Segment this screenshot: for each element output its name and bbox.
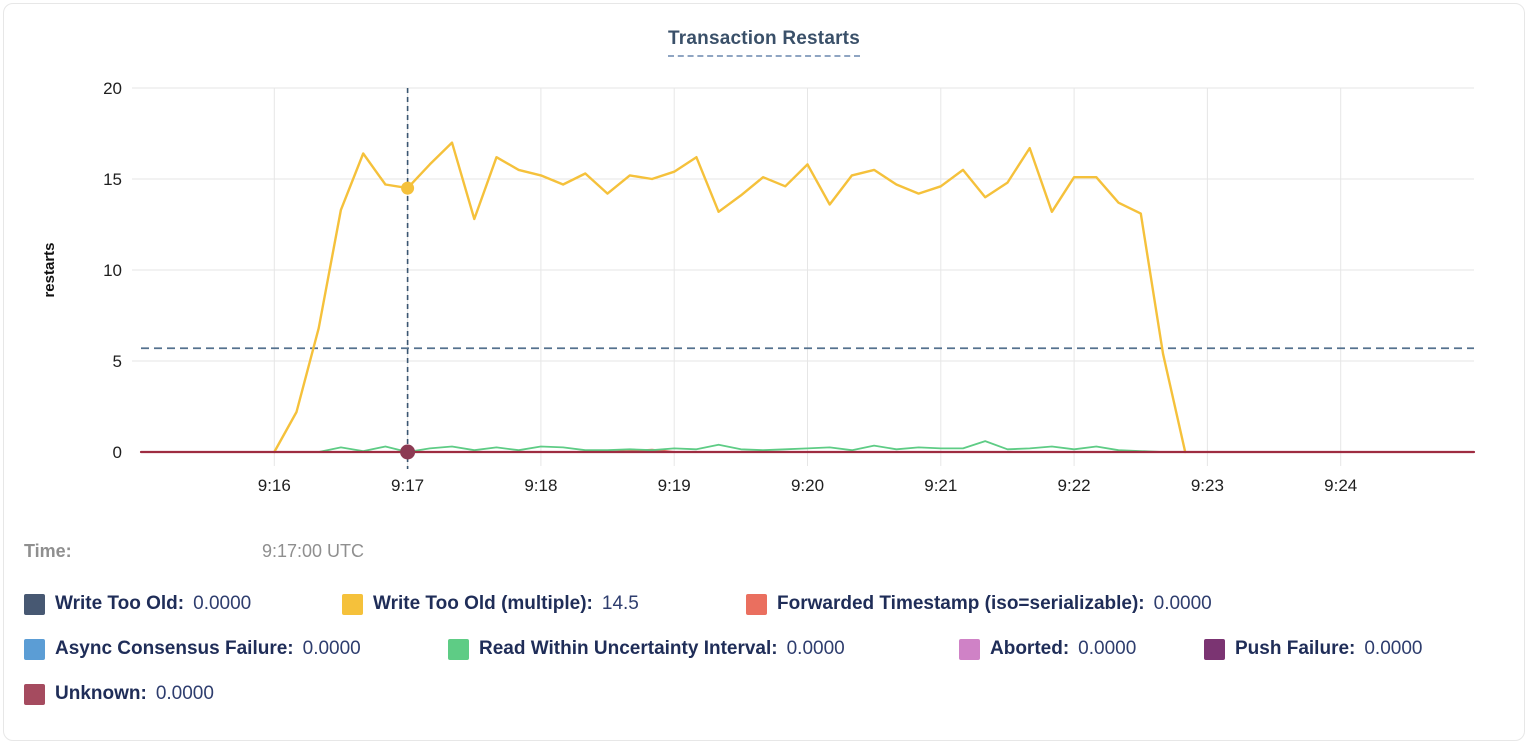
legend-label: Read Within Uncertainty Interval: bbox=[479, 638, 778, 659]
legend-value: 0.0000 bbox=[302, 638, 361, 659]
legend-label: Forwarded Timestamp (iso=serializable): bbox=[777, 593, 1145, 614]
legend-value: 0.0000 bbox=[1153, 593, 1212, 614]
legend-label: Aborted: bbox=[990, 638, 1070, 659]
legend-swatch-icon bbox=[448, 638, 469, 660]
legend-item-async-consensus-failure[interactable]: Async Consensus Failure: 0.0000 bbox=[24, 638, 361, 660]
legend-label: Unknown: bbox=[55, 683, 147, 704]
restarts-chart-canvas[interactable]: 0 5 10 15 20 9:16 9:17 9:18 9:19 9:20 9:21 9:22 9:23… bbox=[4, 4, 1525, 534]
chart-card: Transaction Restarts 0 5 10 15 20 9:16 9:17 9:1… bbox=[3, 3, 1525, 741]
y-axis-title: restarts bbox=[41, 242, 58, 297]
y-axis-tick-label: 5 bbox=[113, 352, 122, 371]
y-axis-tick-label: 20 bbox=[103, 79, 122, 98]
x-axis-tick-label: 9:17 bbox=[391, 476, 424, 495]
legend-swatch-icon bbox=[24, 638, 45, 660]
legend-row-2: Async Consensus Failure: 0.0000 Read Withi… bbox=[4, 638, 1524, 665]
y-axis-tick-label: 10 bbox=[103, 261, 122, 280]
legend-item-write-too-old-multiple-[interactable]: Write Too Old (multiple): 14.5 bbox=[342, 593, 639, 615]
legend-value: 0.0000 bbox=[1078, 638, 1137, 659]
legend-swatch-icon bbox=[1204, 638, 1225, 660]
chart-title-text[interactable]: Transaction Restarts bbox=[668, 28, 860, 57]
legend-row-1: Write Too Old: 0.0000 Write Too Old (multi… bbox=[4, 593, 1524, 620]
legend-item-aborted[interactable]: Aborted: 0.0000 bbox=[959, 638, 1136, 660]
series-line-write-too-old-multiple-[interactable] bbox=[273, 141, 1187, 454]
legend-label: Write Too Old: bbox=[55, 593, 185, 614]
legend-value: 14.5 bbox=[601, 593, 639, 614]
legend-swatch-icon bbox=[342, 593, 363, 615]
x-axis-tick-label: 9:19 bbox=[658, 476, 691, 495]
x-axis-tick-label: 9:24 bbox=[1324, 476, 1357, 495]
legend-item-unknown[interactable]: Unknown: 0.0000 bbox=[24, 683, 214, 705]
legend-value: 0.0000 bbox=[193, 593, 252, 614]
y-axis-tick-label: 0 bbox=[113, 443, 122, 462]
legend-item-forwarded-timestamp-iso-serializable-[interactable]: Forwarded Timestamp (iso=serializable): 0… bbox=[746, 593, 1212, 615]
x-axis-tick-label: 9:18 bbox=[524, 476, 557, 495]
x-axis-tick-label: 9:20 bbox=[791, 476, 824, 495]
legend-swatch-icon bbox=[746, 593, 767, 615]
y-axis-tick-label: 15 bbox=[103, 170, 122, 189]
legend-item-read-within-uncertainty-interval[interactable]: Read Within Uncertainty Interval: 0.0000 bbox=[448, 638, 845, 660]
legend-value: 0.0000 bbox=[1364, 638, 1423, 659]
legend-swatch-icon bbox=[24, 593, 45, 615]
legend-item-push-failure[interactable]: Push Failure: 0.0000 bbox=[1204, 638, 1422, 660]
series-line-read-within-uncertainty-interval[interactable] bbox=[317, 440, 1164, 453]
time-value: 9:17:00 UTC bbox=[262, 541, 365, 561]
legend-value: 0.0000 bbox=[155, 683, 214, 704]
x-axis-tick-label: 9:23 bbox=[1191, 476, 1224, 495]
legend-label: Write Too Old (multiple): bbox=[373, 593, 593, 614]
legend-item-write-too-old[interactable]: Write Too Old: 0.0000 bbox=[24, 593, 251, 615]
chart-title: Transaction Restarts bbox=[4, 28, 1524, 57]
x-axis-tick-label: 9:22 bbox=[1058, 476, 1091, 495]
hover-point-write-too-old-multiple-[interactable] bbox=[401, 181, 415, 195]
x-axis-tick-label: 9:21 bbox=[924, 476, 957, 495]
time-label: Time: bbox=[24, 541, 72, 561]
hover-time-row: Time: 9:17:00 UTC bbox=[4, 541, 1524, 567]
hover-point-unknown[interactable] bbox=[400, 444, 416, 460]
legend-row-3: Unknown: 0.0000 bbox=[4, 683, 1524, 710]
legend-label: Async Consensus Failure: bbox=[55, 638, 294, 659]
x-axis-tick-label: 9:16 bbox=[258, 476, 291, 495]
legend-value: 0.0000 bbox=[786, 638, 845, 659]
legend-swatch-icon bbox=[24, 683, 45, 705]
legend-swatch-icon bbox=[959, 638, 980, 660]
legend-label: Push Failure: bbox=[1235, 638, 1356, 659]
